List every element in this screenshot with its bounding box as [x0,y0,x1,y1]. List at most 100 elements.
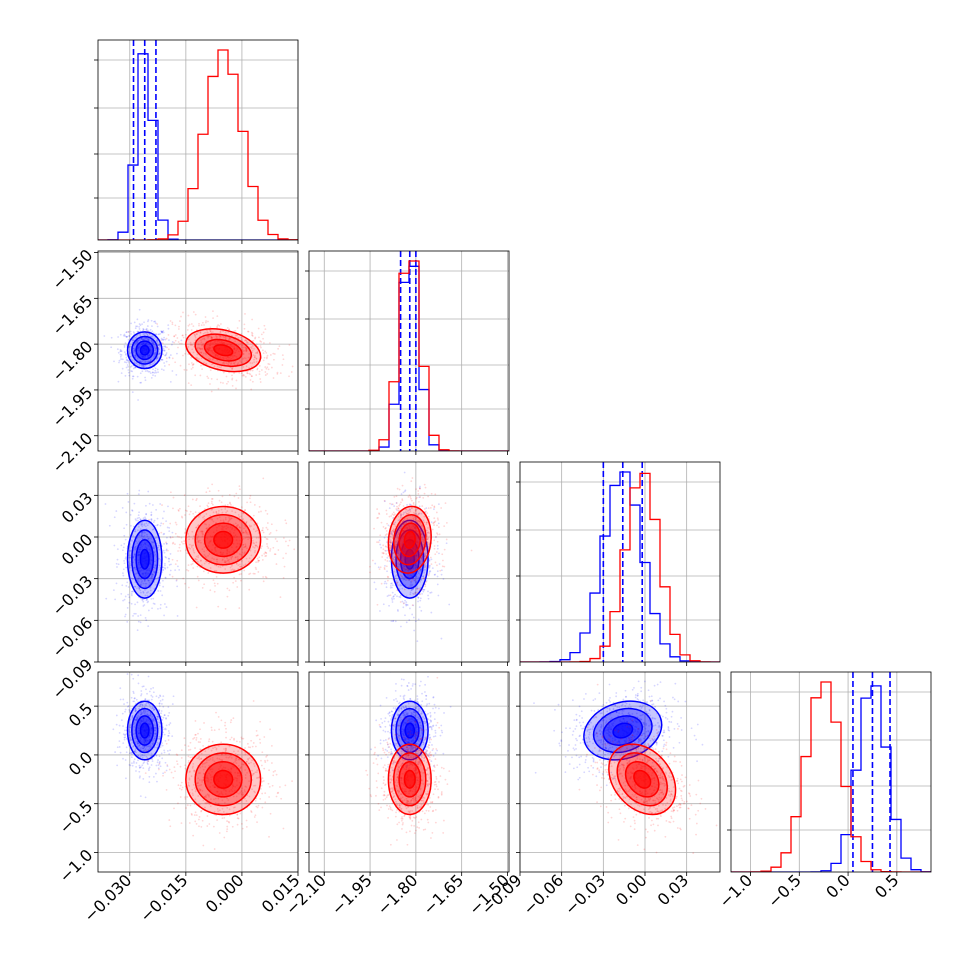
scatter-point [134,355,136,358]
scatter-point [249,501,252,504]
scatter-point [194,334,196,337]
histogram-panel-2 [516,461,721,666]
scatter-point [129,352,131,355]
scatter-point [408,503,411,506]
scatter-point [417,596,420,599]
scatter-point [161,331,164,333]
scatter-point [266,372,269,375]
scatter-point [393,523,396,526]
scatter-point [245,350,248,353]
scatter-point [418,520,421,523]
scatter-point [433,521,436,524]
scatter-point [140,544,142,546]
scatter-point [156,718,159,721]
scatter-point [415,581,418,584]
scatter-point [144,582,147,585]
scatter-point [165,357,168,360]
scatter-point [154,374,157,377]
scatter-point [412,503,415,505]
scatter-point [144,517,147,520]
scatter-point [255,374,258,376]
scatter-point [144,748,147,750]
scatter-point [157,764,160,767]
scatter-point [419,580,421,583]
scatter-point [140,755,142,757]
scatter-point [402,505,405,507]
scatter-point [236,558,239,561]
scatter-point [247,342,249,344]
scatter-point [159,590,162,592]
scatter-point [147,760,150,762]
scatter-point [415,516,418,519]
scatter-point [124,729,126,732]
scatter-point [226,548,229,551]
scatter-point [136,572,138,575]
scatter-point [397,562,400,565]
scatter-point [135,361,138,364]
scatter-point [162,568,165,571]
scatter-point [196,536,199,539]
scatter-point [208,542,210,544]
scatter-point [146,342,149,345]
scatter-point [384,527,387,530]
scatter-point [417,530,419,533]
scatter-point [138,364,141,367]
scatter-point [394,547,397,550]
scatter-point [417,576,420,579]
scatter-point [423,565,426,568]
scatter-point [214,340,217,343]
scatter-point [115,562,118,565]
scatter-point [182,336,185,339]
scatter-point [394,546,397,549]
scatter-point [256,545,259,548]
scatter-point [254,356,256,359]
scatter-point [408,494,411,497]
scatter-point [125,751,128,754]
scatter-point [218,337,221,340]
scatter-point [140,747,142,749]
scatter-point [154,733,157,736]
scatter-point [143,761,146,764]
scatter-point [138,489,141,492]
scatter-point [410,520,413,523]
scatter-point [257,571,260,573]
scatter-point [232,362,235,365]
scatter-point [187,353,190,356]
scatter-point [231,367,234,370]
scatter-point [237,336,240,339]
scatter-point [390,503,393,506]
scatter-point [253,523,256,526]
scatter-point [131,762,133,764]
scatter-point [403,490,406,493]
scatter-point [266,538,269,541]
scatter-point [163,751,166,754]
scatter-point [156,340,159,343]
scatter-point [401,544,404,547]
scatter-point [397,548,400,551]
scatter-point [147,736,150,739]
scatter-point [438,552,440,555]
scatter-point [191,362,193,364]
scatter-point [404,603,407,606]
scatter-point [272,774,275,777]
scatter-point [394,557,397,560]
scatter-point [253,551,256,554]
density-contour [126,519,163,599]
scatter-point [140,720,143,723]
scatter-point [206,801,209,804]
scatter-point [433,573,436,576]
scatter-point [214,746,216,749]
scatter-point [154,352,157,355]
scatter-point [244,530,247,533]
scatter-point [147,337,150,340]
scatter-point [377,541,380,544]
scatter-point [399,539,402,542]
scatter-point [154,322,157,325]
scatter-point [211,502,213,505]
scatter-point [206,375,209,378]
scatter-point [200,348,202,350]
scatter-point [226,820,228,822]
scatter-point [158,352,161,354]
scatter-point [243,552,246,555]
scatter-point [142,328,145,331]
